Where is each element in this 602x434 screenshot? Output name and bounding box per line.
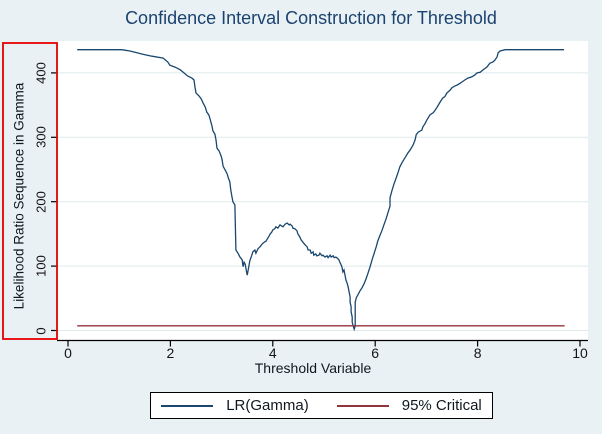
y-tick-label: 200 [33, 190, 49, 213]
x-axis-title: Threshold Variable [254, 360, 372, 376]
x-tick-label: 6 [371, 345, 380, 361]
x-tick-label: 0 [64, 345, 72, 361]
x-tick-label: 2 [166, 345, 175, 361]
legend-line-lr-gamma [161, 404, 214, 407]
legend-line-95-critical [336, 404, 389, 407]
legend: LR(Gamma) 95% Critical [150, 392, 493, 419]
chart-title: Confidence Interval Construction for Thr… [125, 8, 497, 28]
x-tick-label: 8 [473, 345, 482, 361]
x-tick-label: 10 [572, 345, 588, 361]
y-tick-label: 100 [33, 255, 49, 277]
y-axis-title: Likelihood Ratio Sequence in Gamma [11, 82, 27, 310]
y-tick-label: 0 [33, 326, 49, 335]
legend-label-95-critical: 95% Critical [401, 397, 482, 414]
x-tick-label: 4 [268, 345, 277, 361]
y-tick-label: 300 [33, 126, 49, 149]
plot-area [58, 41, 588, 341]
legend-label-lr-gamma: LR(Gamma) [226, 397, 309, 414]
y-tick-label: 400 [33, 62, 49, 84]
